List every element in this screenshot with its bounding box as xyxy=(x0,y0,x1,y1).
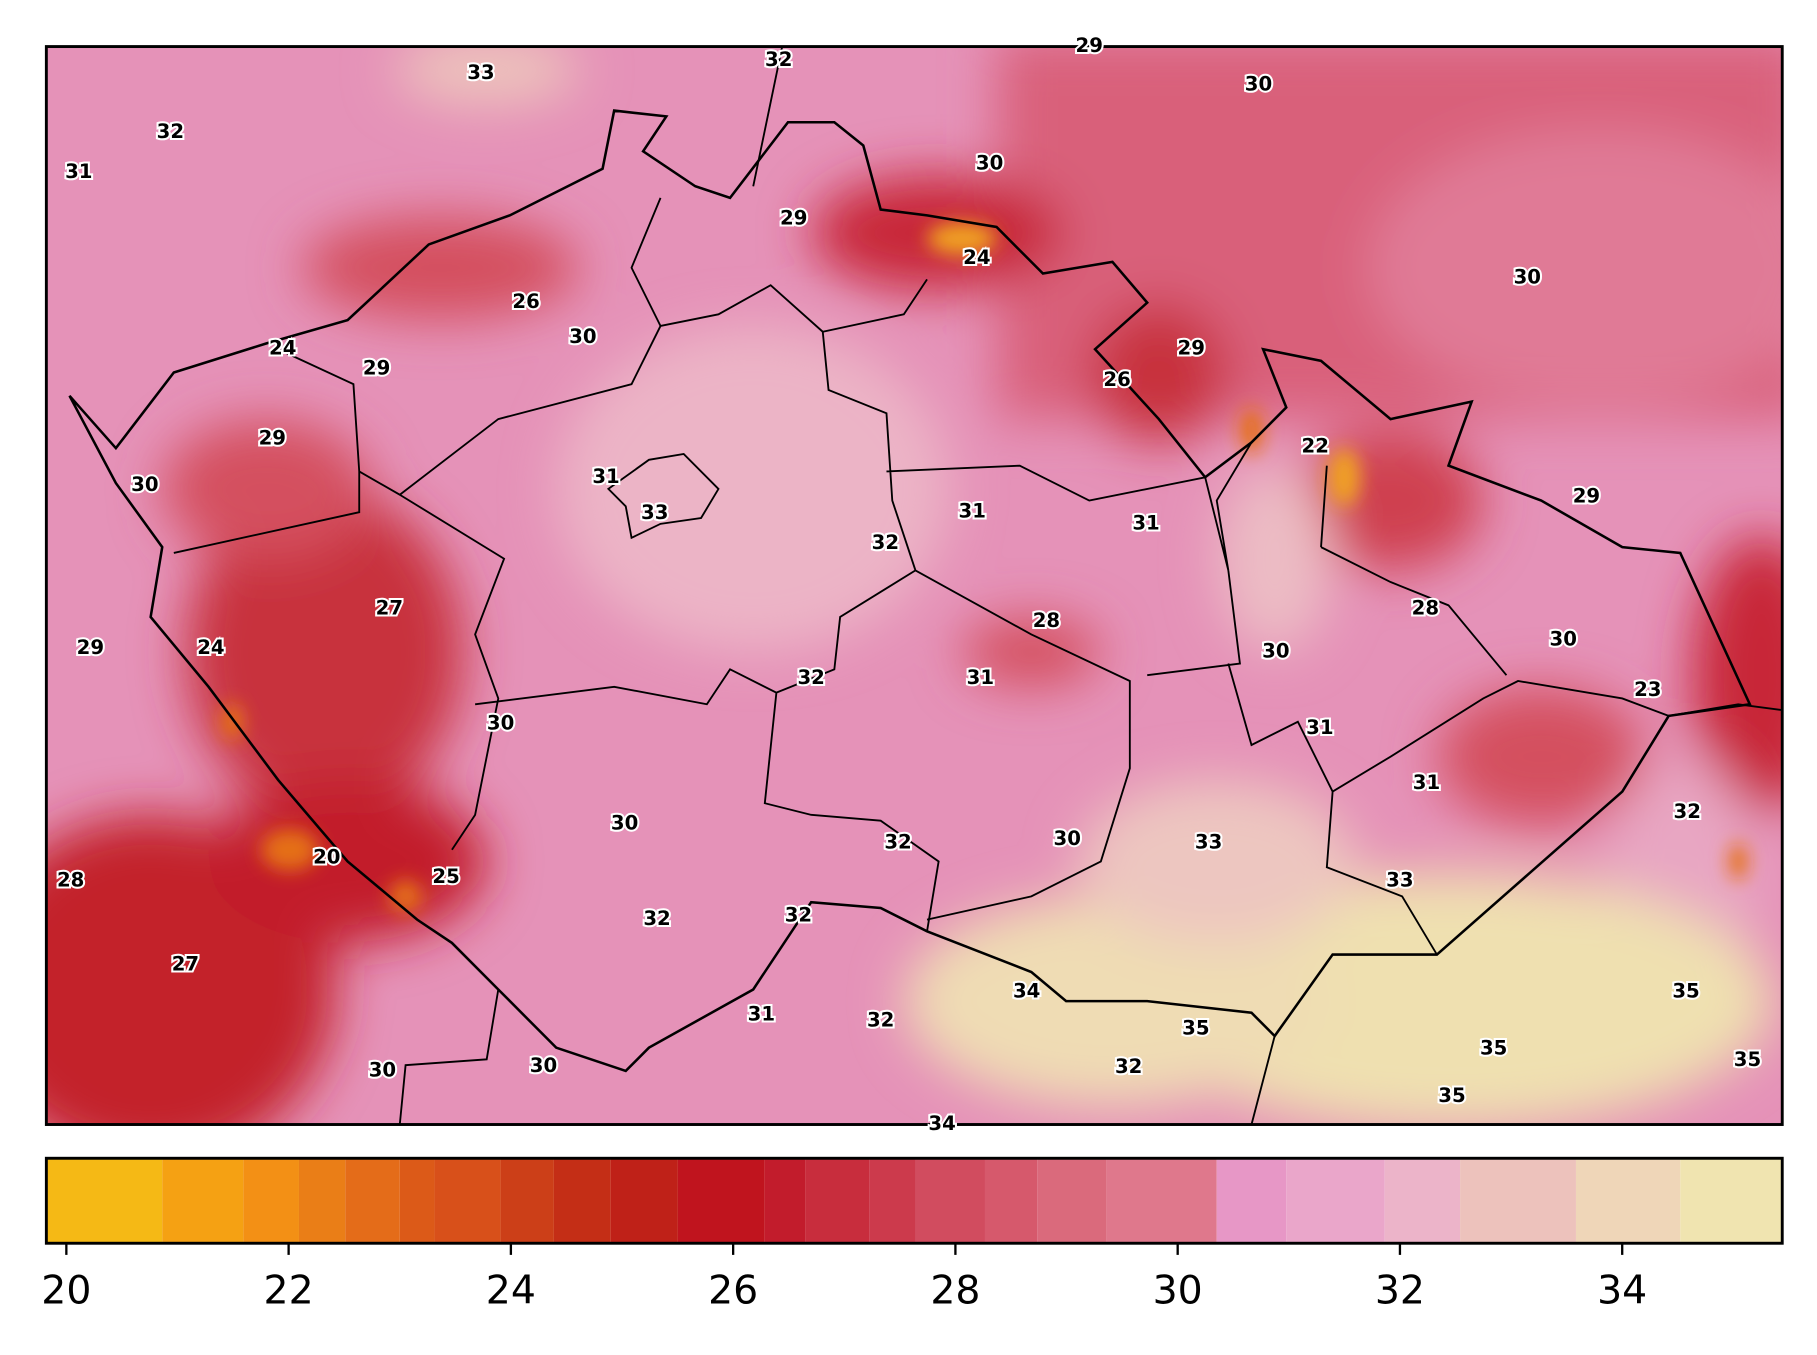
temp-label: 31 xyxy=(1413,771,1440,794)
map-frame xyxy=(44,45,1784,1126)
temp-label: 29 xyxy=(780,206,807,229)
temp-label: 26 xyxy=(1103,368,1130,391)
temp-label: 31 xyxy=(1132,511,1159,534)
temp-label: 33 xyxy=(641,501,668,524)
temp-label: 24 xyxy=(197,636,224,659)
temp-label: 31 xyxy=(748,1003,775,1026)
temp-label: 24 xyxy=(269,337,296,360)
colorbar-tick-label: 28 xyxy=(930,1267,980,1313)
temp-label: 22 xyxy=(1302,434,1329,457)
temp-label: 30 xyxy=(569,325,596,348)
temp-label: 29 xyxy=(259,426,286,449)
temp-label: 31 xyxy=(592,465,619,488)
temp-label: 26 xyxy=(512,290,539,313)
temp-label: 20 xyxy=(313,845,340,868)
colorbar-tick-label: 24 xyxy=(486,1267,536,1313)
temp-label: 29 xyxy=(77,636,104,659)
temp-label: 32 xyxy=(872,531,899,554)
temp-label: 30 xyxy=(976,152,1003,175)
temp-label: 33 xyxy=(1386,869,1413,892)
temp-label: 24 xyxy=(963,246,990,269)
temp-label: 31 xyxy=(967,666,994,689)
temp-label: 30 xyxy=(1550,628,1577,651)
temp-label: 32 xyxy=(643,907,670,930)
temp-label: 35 xyxy=(1734,1048,1761,1071)
temp-label: 30 xyxy=(1262,639,1289,662)
temp-label: 35 xyxy=(1438,1084,1465,1107)
outer-border xyxy=(398,703,1783,1125)
temp-label: 27 xyxy=(376,596,403,619)
temp-label: 34 xyxy=(1013,979,1040,1002)
temp-label: 29 xyxy=(1573,485,1600,508)
colorbar-ticks: 20 22 24 26 28 30 32 34 xyxy=(41,1243,1647,1314)
temp-label: 29 xyxy=(1076,34,1103,57)
colorbar-frame xyxy=(44,1156,1784,1245)
temp-label: 35 xyxy=(1480,1036,1507,1059)
temp-label: 28 xyxy=(1033,609,1060,632)
temp-label: 27 xyxy=(172,953,199,976)
temp-label: 23 xyxy=(1634,678,1661,701)
temp-label: 33 xyxy=(1195,830,1222,853)
temp-label: 32 xyxy=(797,666,824,689)
temp-label: 30 xyxy=(369,1058,396,1081)
temp-label: 35 xyxy=(1672,979,1699,1002)
temp-label: 34 xyxy=(928,1112,955,1135)
colorbar-tick-label: 30 xyxy=(1153,1267,1203,1313)
temp-label: 30 xyxy=(530,1054,557,1077)
colorbar-tick-label: 22 xyxy=(264,1267,314,1313)
temp-label: 32 xyxy=(765,48,792,71)
temp-label: 35 xyxy=(1182,1017,1209,1040)
temp-label: 31 xyxy=(1306,716,1333,739)
temp-label: 32 xyxy=(1674,800,1701,823)
temp-label: 25 xyxy=(432,865,459,888)
temperature-labels: 33 32 29 30 32 31 30 29 24 30 26 30 24 2… xyxy=(55,32,1763,1137)
colorbar-tick-label: 26 xyxy=(708,1267,758,1313)
temp-label: 30 xyxy=(611,812,638,835)
temp-label: 30 xyxy=(487,712,514,735)
temp-label: 30 xyxy=(1054,827,1081,850)
temp-label: 30 xyxy=(131,473,158,496)
temp-label: 32 xyxy=(1115,1055,1142,1078)
temp-label: 29 xyxy=(363,356,390,379)
temp-label: 28 xyxy=(57,869,84,892)
region-border xyxy=(173,46,1669,956)
temp-label: 30 xyxy=(1514,266,1541,289)
colorbar-tick-label: 20 xyxy=(41,1267,91,1313)
temp-label: 32 xyxy=(884,830,911,853)
temp-label: 33 xyxy=(467,61,494,84)
colorbar-tick-label: 34 xyxy=(1597,1267,1647,1313)
temp-label: 30 xyxy=(1245,72,1272,95)
colorbar xyxy=(44,1156,1784,1245)
temp-label: 29 xyxy=(1178,337,1205,360)
temp-label: 32 xyxy=(785,904,812,927)
temp-label: 32 xyxy=(867,1008,894,1031)
temp-label: 31 xyxy=(959,500,986,523)
prague-border xyxy=(606,452,720,540)
borders xyxy=(68,46,1783,1125)
temp-label: 32 xyxy=(157,120,184,143)
temp-label: 31 xyxy=(65,160,92,183)
temp-label: 28 xyxy=(1412,596,1439,619)
colorbar-tick-label: 32 xyxy=(1375,1267,1425,1313)
temperature-field xyxy=(46,46,1783,1125)
country-border xyxy=(68,109,1752,1073)
